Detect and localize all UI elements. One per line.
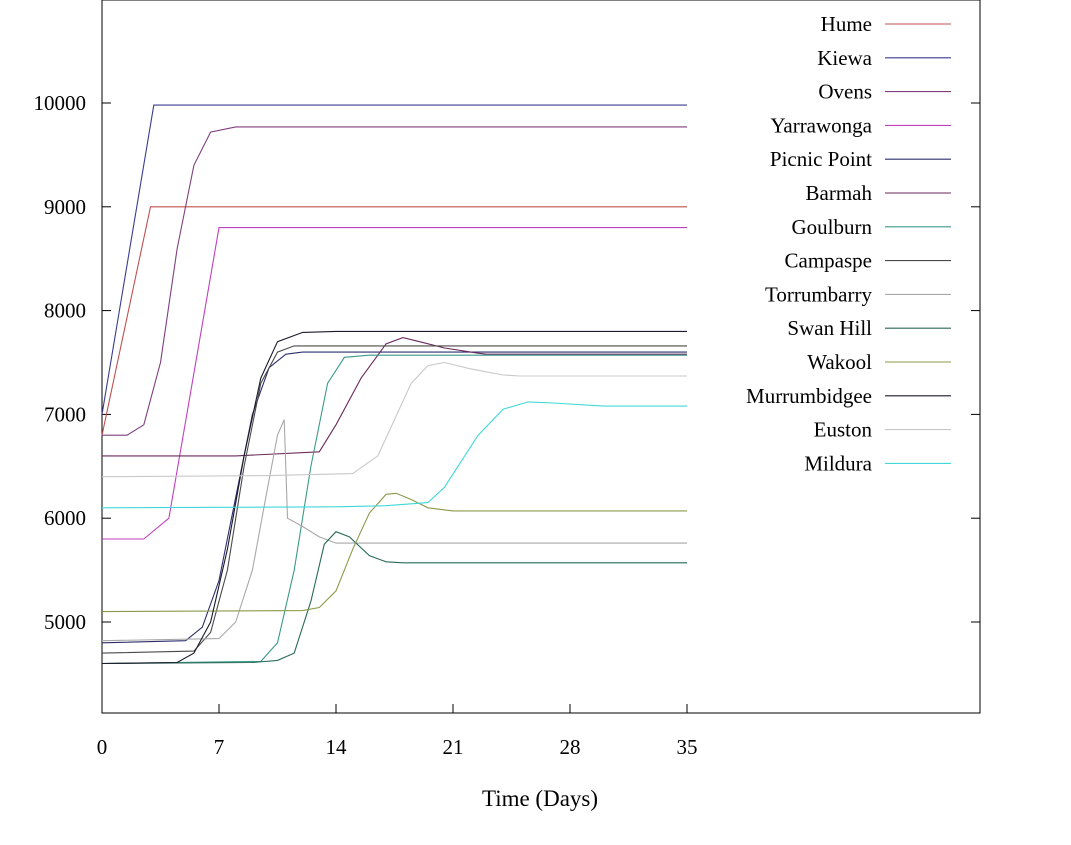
- legend-label: Hume: [821, 12, 872, 36]
- series-line-euston: [101, 361, 687, 478]
- legend-label: Swan Hill: [787, 316, 872, 340]
- plot-area-frame: [101, 0, 981, 714]
- x-axis-title: Time (Days): [482, 786, 598, 811]
- series-line-torrumbarry: [101, 419, 687, 642]
- series-line-goulburn: [101, 354, 687, 665]
- series-line-campaspe: [101, 345, 687, 654]
- legend-label: Torrumbarry: [765, 282, 872, 306]
- y-tick-label: 8000: [44, 299, 86, 323]
- x-tick-label: 14: [326, 735, 348, 759]
- legend-label: Kiewa: [817, 46, 872, 70]
- legend: Hume Kiewa Ovens Yarrawonga Picnic Point Barm…: [746, 12, 951, 475]
- y-tick-label: 5000: [44, 610, 86, 634]
- legend-label: Yarrawonga: [770, 113, 872, 137]
- series-line-mildura: [101, 401, 687, 509]
- series-line-swan-hill: [101, 531, 687, 665]
- x-tick-label: 28: [560, 735, 581, 759]
- y-axis: 5000 6000 7000 8000 9000 10000: [34, 91, 980, 634]
- x-tick-label: 21: [443, 735, 464, 759]
- series-line-barmah: [102, 337, 687, 457]
- x-tick-label: 35: [677, 735, 698, 759]
- series-line-wakool: [101, 492, 687, 613]
- y-tick-label: 6000: [44, 506, 86, 530]
- legend-label: Wakool: [807, 350, 872, 374]
- legend-label: Murrumbidgee: [746, 384, 872, 408]
- x-tick-label: 7: [214, 735, 225, 759]
- legend-label: Campaspe: [785, 249, 872, 273]
- x-axis: 0 7 14 21 28 35: [97, 704, 698, 759]
- series-line-yarrawonga: [102, 227, 687, 540]
- legend-label: Mildura: [804, 451, 872, 475]
- legend-label: Barmah: [806, 181, 873, 205]
- series-line-kiewa: [101, 104, 687, 415]
- series-line-ovens: [102, 126, 687, 436]
- legend-label: Picnic Point: [770, 147, 872, 171]
- legend-label: Euston: [814, 418, 873, 442]
- y-tick-label: 9000: [44, 195, 86, 219]
- series-line-hume: [101, 206, 687, 436]
- legend-label: Goulburn: [792, 215, 873, 239]
- y-tick-label: 10000: [34, 91, 87, 115]
- series-line-murrumbidgee: [101, 330, 687, 665]
- legend-label: Ovens: [818, 80, 872, 104]
- y-tick-label: 7000: [44, 402, 86, 426]
- x-tick-label: 0: [97, 735, 108, 759]
- series-lines: [101, 104, 687, 665]
